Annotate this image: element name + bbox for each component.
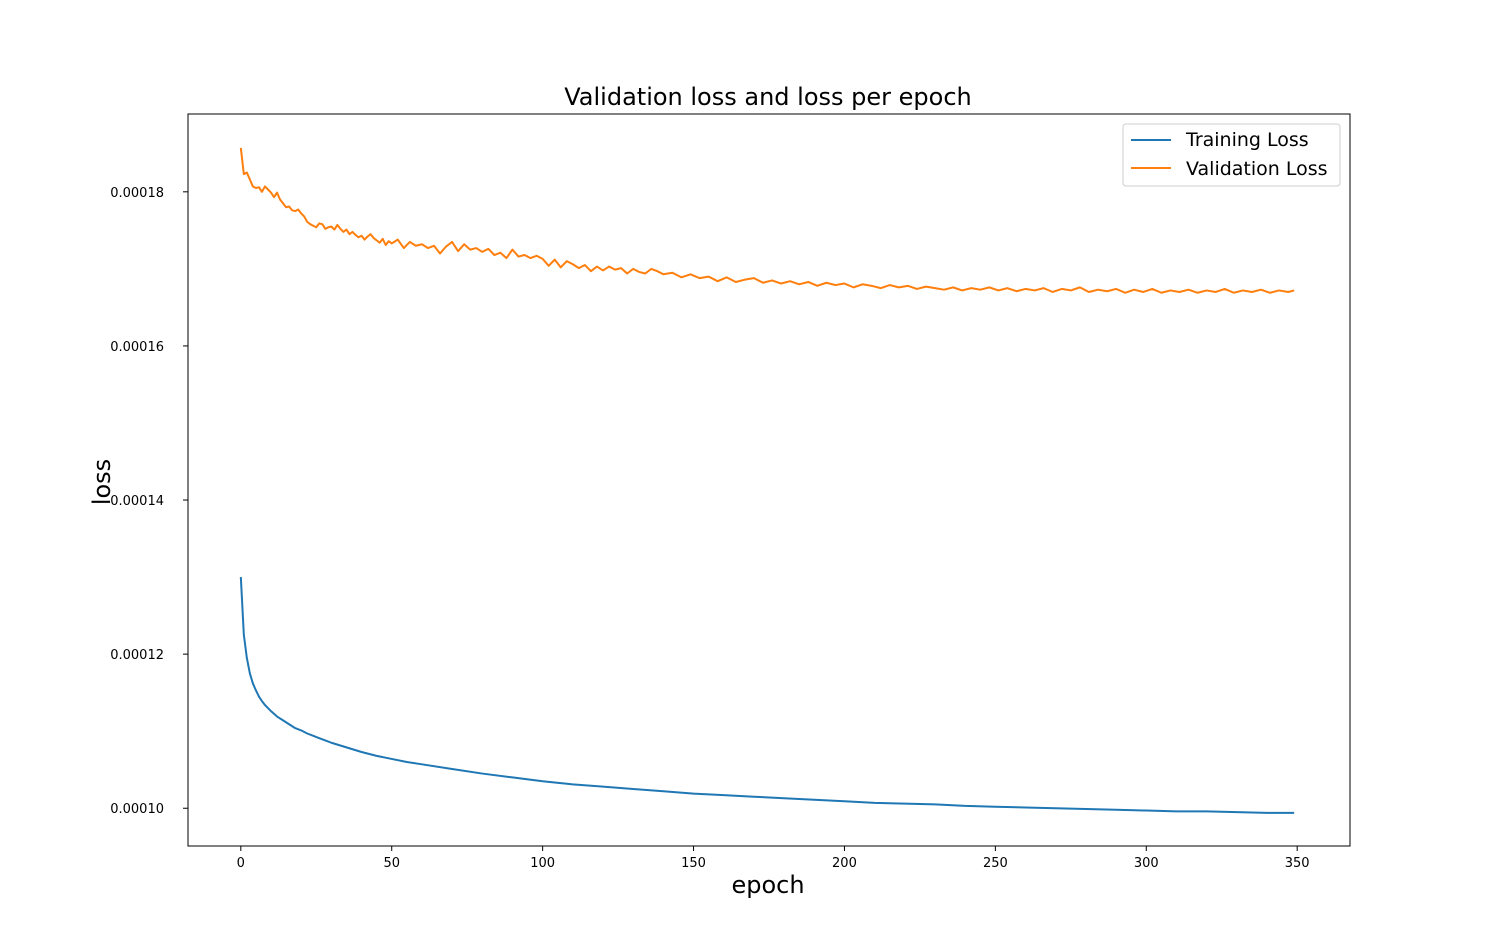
x-axis: 0 50 100 150 200 250 300 350 bbox=[237, 846, 1310, 871]
legend: Training Loss Validation Loss bbox=[1122, 123, 1341, 187]
training-loss-line bbox=[239, 577, 1295, 814]
y-tick-label: 0.00010 bbox=[110, 802, 164, 817]
y-axis: 0.00010 0.00012 0.00014 0.00016 0.00018 bbox=[110, 186, 188, 817]
x-tick-label: 350 bbox=[1285, 856, 1310, 871]
plot-background bbox=[188, 114, 1350, 846]
y-axis-label: loss bbox=[88, 459, 116, 505]
x-tick-label: 200 bbox=[832, 856, 857, 871]
x-tick-label: 0 bbox=[237, 856, 245, 871]
x-tick-label: 150 bbox=[681, 856, 706, 871]
plot-area bbox=[187, 113, 1351, 847]
x-tick-label: 250 bbox=[983, 856, 1008, 871]
y-tick-label: 0.00012 bbox=[110, 648, 164, 663]
legend-label-validation-loss: Validation Loss bbox=[1186, 158, 1328, 180]
y-tick-label: 0.00016 bbox=[110, 340, 164, 355]
legend-label-training-loss: Training Loss bbox=[1185, 129, 1309, 151]
chart-title: Validation loss and loss per epoch bbox=[564, 83, 971, 111]
y-tick-label: 0.00018 bbox=[110, 186, 164, 201]
y-tick-label: 0.00014 bbox=[110, 494, 164, 509]
validation-loss-line bbox=[239, 147, 1295, 294]
plot-frame bbox=[187, 113, 1351, 847]
x-tick-label: 100 bbox=[530, 856, 555, 871]
x-axis-label: epoch bbox=[731, 871, 804, 899]
legend-box bbox=[1122, 123, 1341, 187]
x-tick-label: 50 bbox=[383, 856, 400, 871]
series-layer bbox=[239, 147, 1295, 814]
x-tick-label: 300 bbox=[1134, 856, 1159, 871]
